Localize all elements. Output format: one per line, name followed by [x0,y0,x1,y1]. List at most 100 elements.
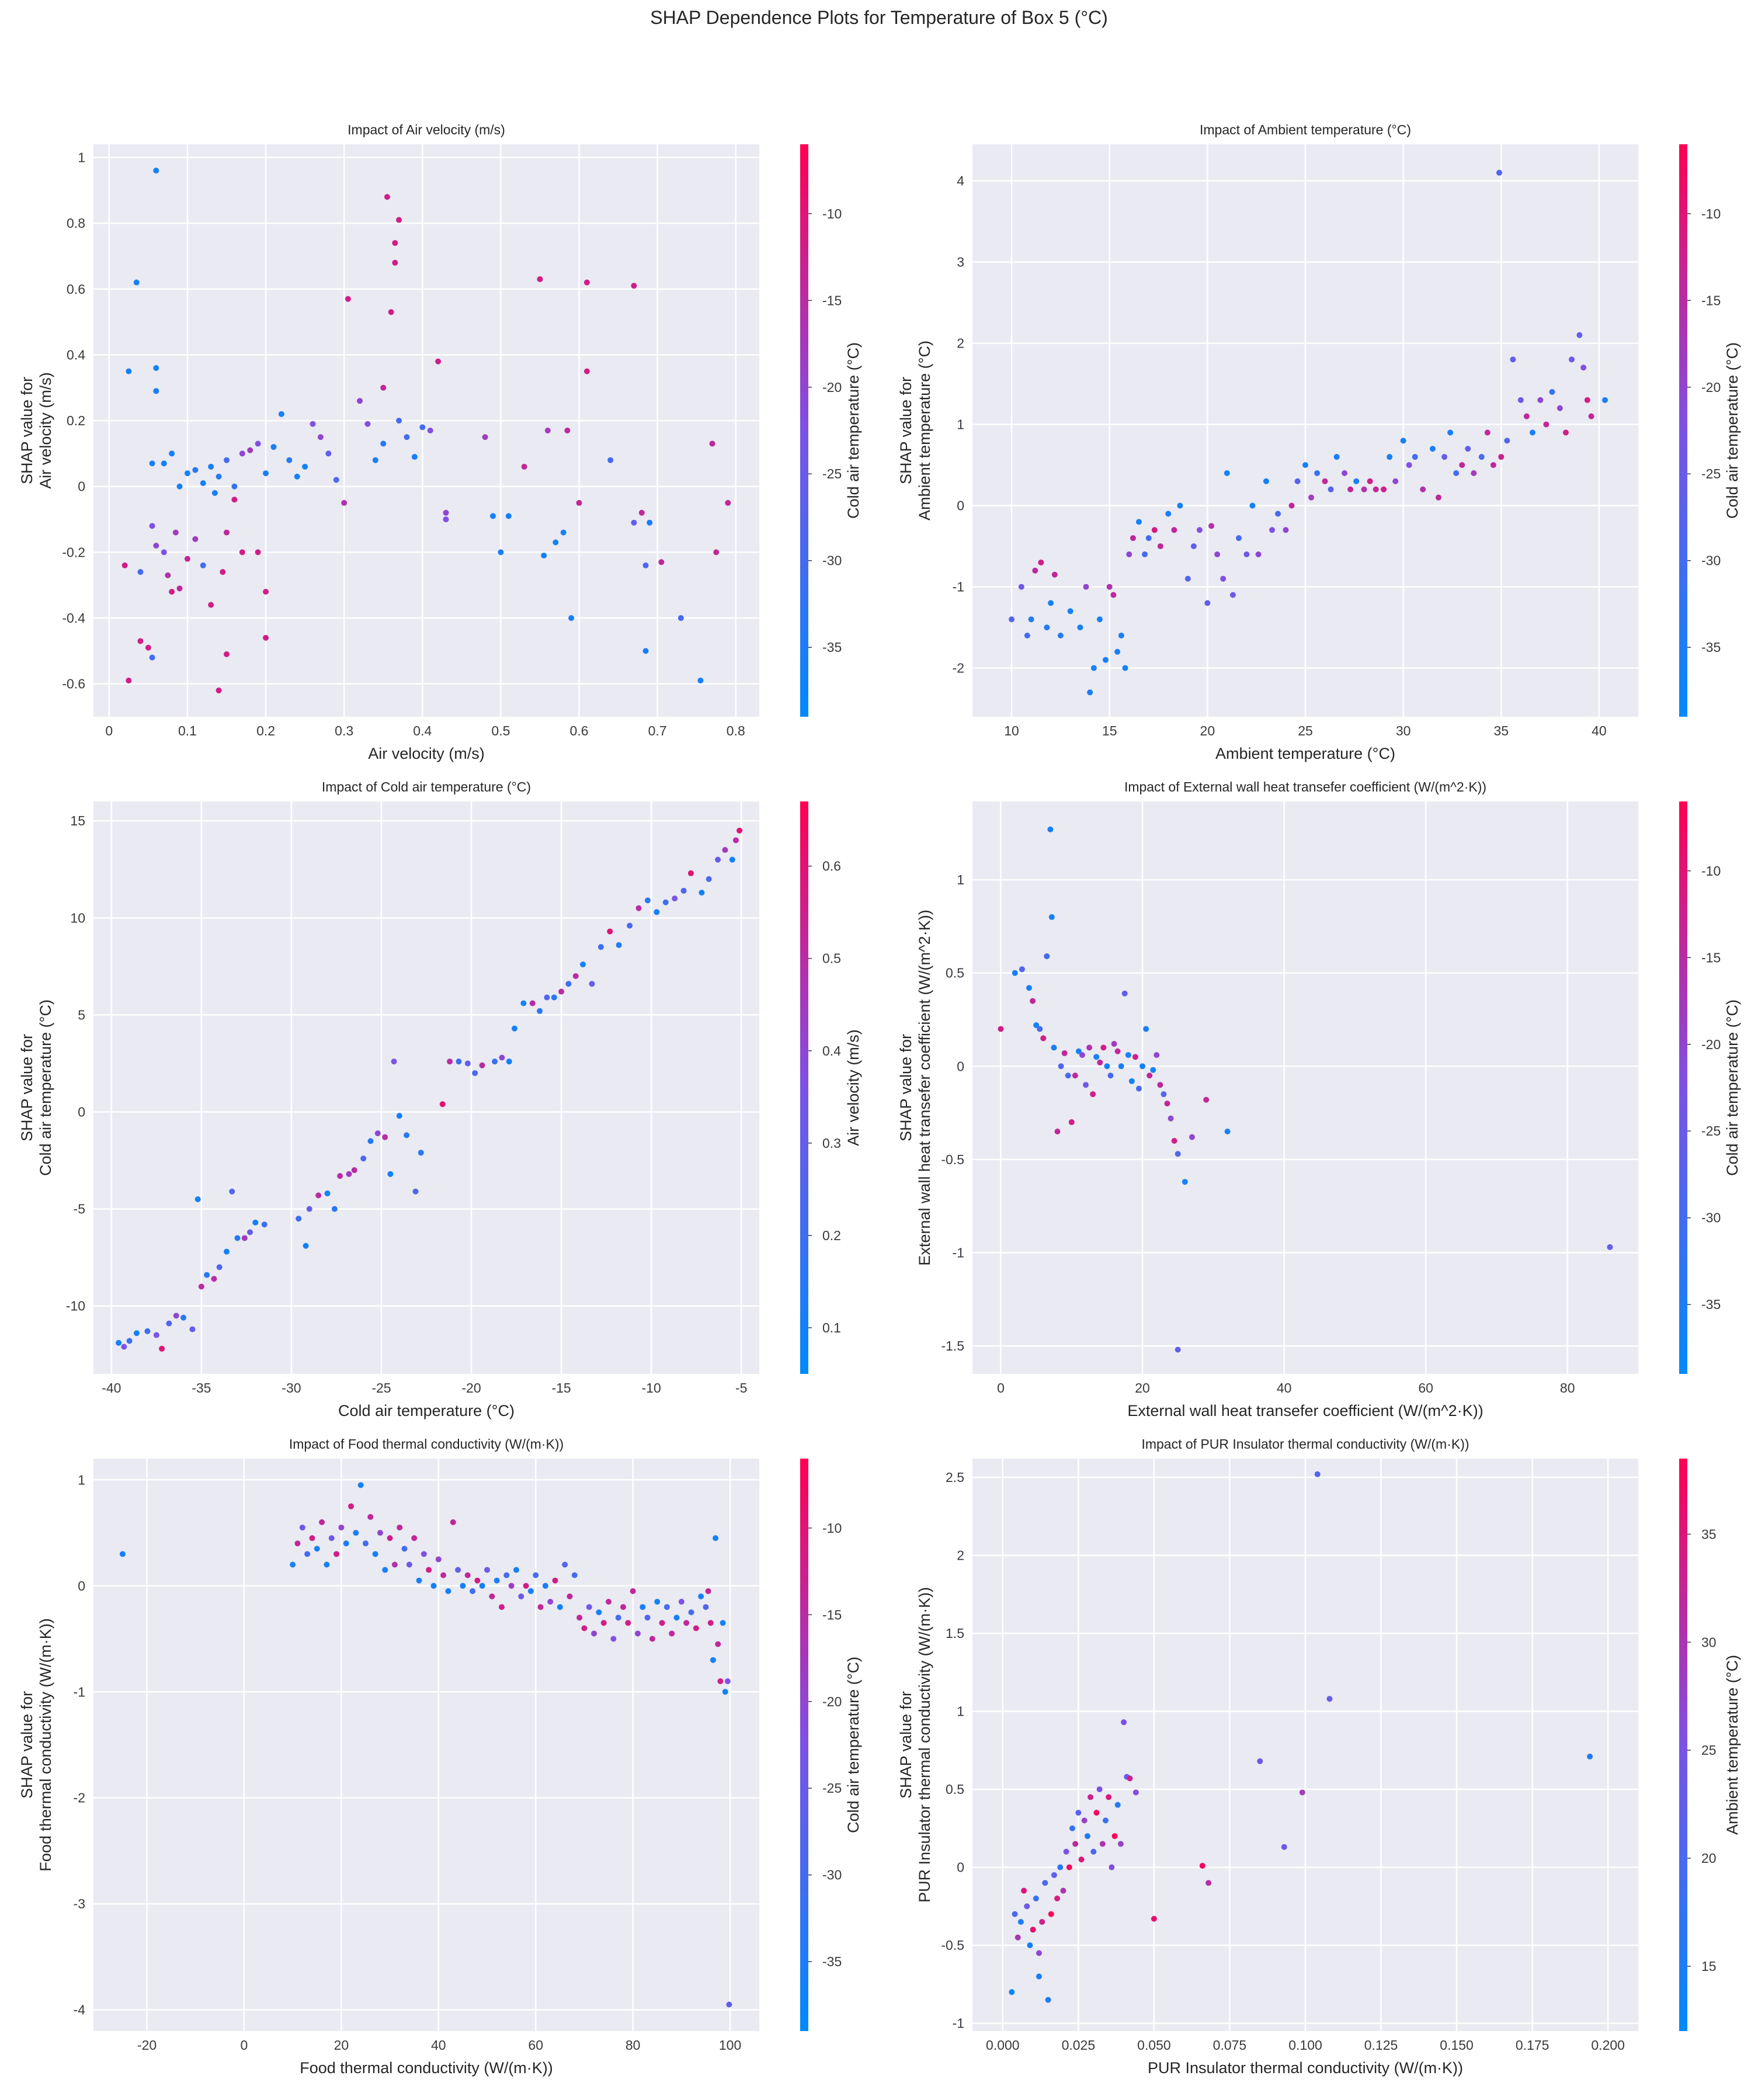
data-point [310,421,316,427]
data-point [440,1572,447,1578]
data-point [1103,1817,1109,1824]
data-point [165,572,171,578]
data-point [176,585,183,592]
data-point [367,1514,374,1520]
x-tick-label: -25 [371,1380,391,1396]
data-point [490,513,496,519]
data-point [1302,462,1308,468]
x-tick-label: 0.5 [491,723,510,738]
x-tick-label: -30 [282,1380,301,1396]
data-point [1157,543,1163,550]
plot-area [93,1459,759,2031]
data-point [583,368,590,374]
data-point [397,1524,403,1530]
x-tick-label: 0.025 [1062,2037,1096,2053]
data-point [479,1582,485,1589]
data-point [411,454,418,460]
data-point [635,905,642,911]
data-point [439,1101,446,1108]
colorbar-tick-label: -10 [1701,863,1721,879]
data-point [647,519,653,526]
x-axis-label: Food thermal conductivity (W/(m·K)) [300,2059,553,2077]
x-tick-label: 25 [1298,723,1313,738]
data-point [412,1188,419,1195]
colorbar-tick-label: -10 [1701,206,1721,221]
data-point [1229,592,1236,598]
data-point [1009,616,1015,623]
data-point [557,1604,563,1610]
data-point [726,2001,732,2008]
data-point [286,457,293,463]
data-point [325,450,332,457]
data-point [1328,486,1334,492]
data-point [346,1171,352,1177]
data-point [180,1314,187,1321]
data-point [421,1551,427,1557]
colorbar-tick-label: -35 [1701,1297,1721,1312]
data-point [1078,1856,1085,1863]
data-point [1104,1063,1110,1070]
data-point [1114,1802,1121,1808]
x-tick-label: 0.125 [1364,2037,1398,2053]
data-point [1361,486,1367,492]
colorbar-tick-label: -35 [822,1954,842,1969]
data-point [204,1272,210,1278]
y-tick-label: 0.4 [67,347,85,362]
data-point [116,1339,122,1346]
data-point [1177,502,1183,509]
data-point [1165,511,1172,517]
y-tick-label: 0.5 [946,1782,964,1797]
data-point [294,1540,301,1547]
x-tick-label: 0 [105,723,113,738]
data-point [435,1556,442,1563]
data-point [1392,478,1399,484]
data-point [360,1155,367,1162]
data-point [1249,502,1256,509]
data-point [1038,559,1044,565]
data-point [1537,397,1544,403]
data-point [1496,169,1502,176]
data-point [1353,478,1360,484]
data-point [565,981,572,987]
data-point [703,1604,709,1610]
data-point [133,279,140,286]
y-tick-label: -1 [953,579,964,595]
data-point [1039,1919,1045,1925]
data-point [1459,462,1465,468]
data-point [1326,1696,1333,1702]
data-point [606,1599,612,1605]
colorbar-tick-label: -20 [1701,380,1721,395]
data-point [722,1689,728,1695]
colorbar-tick-label: -15 [1701,950,1721,965]
data-point [161,460,167,467]
data-point [353,1530,359,1536]
y-axis-label: SHAP value forExternal wall heat transef… [897,910,933,1265]
y-axis-label-line: Cold air temperature (°C) [37,999,54,1176]
data-point [1220,575,1227,582]
data-point [173,1313,179,1319]
y-axis-label-line: Food thermal conductivity (W/(m·K)) [37,1618,54,1872]
data-point [1100,1044,1107,1051]
data-point [553,539,559,546]
data-point [710,1657,716,1663]
data-point [470,1588,476,1594]
y-tick-label: -0.5 [941,1152,964,1167]
y-axis-label: SHAP value forAir velocity (m/s) [18,372,54,489]
data-point [1066,1864,1072,1870]
data-point [153,365,159,371]
data-point [562,1561,568,1568]
x-tick-label: -10 [642,1380,661,1396]
data-point [1214,551,1221,557]
colorbar-label: Cold air temperature (°C) [1724,342,1741,519]
data-point [166,1320,172,1327]
data-point [1308,494,1315,501]
x-tick-label: 40 [1592,723,1607,738]
data-point [634,1630,641,1637]
data-point [247,447,253,453]
data-point [638,509,645,516]
data-point [1175,1346,1181,1353]
data-point [1602,397,1608,403]
data-point [640,1604,646,1610]
data-point [1314,470,1321,476]
y-tick-label: 10 [70,910,85,925]
